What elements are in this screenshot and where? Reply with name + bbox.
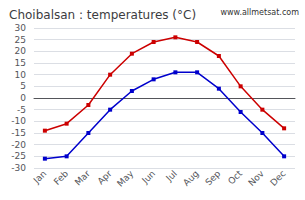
svg-text:15: 15: [15, 58, 26, 68]
svg-text:Apr: Apr: [96, 168, 114, 186]
svg-text:Jan: Jan: [31, 168, 49, 186]
svg-text:May: May: [115, 168, 136, 189]
svg-text:Oct: Oct: [226, 168, 244, 186]
svg-text:30: 30: [15, 23, 27, 33]
svg-text:Choibalsan : temperatures (°C): Choibalsan : temperatures (°C): [9, 8, 196, 22]
svg-text:20: 20: [15, 46, 27, 56]
svg-text:Feb: Feb: [52, 168, 71, 187]
svg-text:-15: -15: [11, 128, 26, 138]
svg-text:www.allmetsat.com: www.allmetsat.com: [221, 8, 300, 17]
svg-text:Aug: Aug: [181, 168, 200, 187]
svg-text:25: 25: [15, 35, 26, 45]
svg-text:-10: -10: [11, 116, 26, 126]
svg-text:Jul: Jul: [163, 168, 178, 183]
svg-text:5: 5: [20, 81, 26, 91]
svg-text:-20: -20: [11, 140, 26, 150]
svg-text:Nov: Nov: [246, 168, 266, 188]
svg-text:0: 0: [20, 93, 26, 103]
svg-text:10: 10: [15, 70, 27, 80]
svg-text:Jun: Jun: [139, 168, 157, 186]
svg-text:-25: -25: [11, 151, 26, 161]
svg-text:Sep: Sep: [203, 168, 222, 187]
svg-text:Mar: Mar: [73, 168, 92, 187]
svg-text:-30: -30: [11, 163, 26, 173]
svg-text:Dec: Dec: [268, 168, 287, 187]
svg-text:-5: -5: [17, 105, 26, 115]
